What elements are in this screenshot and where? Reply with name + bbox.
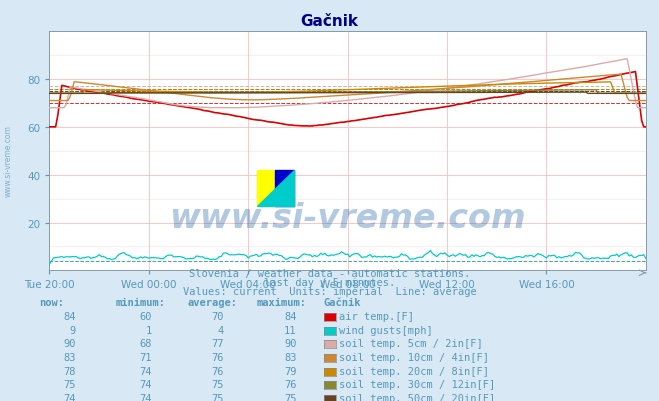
Text: 1: 1	[146, 325, 152, 335]
Text: soil temp. 30cm / 12in[F]: soil temp. 30cm / 12in[F]	[339, 379, 496, 389]
Text: Gačnik: Gačnik	[301, 14, 358, 29]
Text: wind gusts[mph]: wind gusts[mph]	[339, 325, 433, 335]
Bar	[275, 170, 294, 206]
Text: last day / 5 minutes.: last day / 5 minutes.	[264, 277, 395, 288]
Text: 60: 60	[139, 311, 152, 321]
Bar	[256, 170, 275, 206]
Text: www.si-vreme.com: www.si-vreme.com	[169, 202, 526, 235]
Text: 76: 76	[212, 352, 224, 362]
Text: 71: 71	[139, 352, 152, 362]
Text: soil temp. 5cm / 2in[F]: soil temp. 5cm / 2in[F]	[339, 338, 483, 348]
Text: 78: 78	[63, 366, 76, 376]
Text: 11: 11	[284, 325, 297, 335]
Text: soil temp. 20cm / 8in[F]: soil temp. 20cm / 8in[F]	[339, 366, 490, 376]
Text: 68: 68	[139, 338, 152, 348]
Polygon shape	[256, 170, 294, 206]
Text: 76: 76	[212, 366, 224, 376]
Text: 84: 84	[284, 311, 297, 321]
Text: 70: 70	[212, 311, 224, 321]
Text: 74: 74	[139, 379, 152, 389]
Text: 90: 90	[63, 338, 76, 348]
Text: 74: 74	[139, 366, 152, 376]
Text: Gačnik: Gačnik	[323, 298, 360, 308]
Text: 84: 84	[63, 311, 76, 321]
Text: Values: current  Units: imperial  Line: average: Values: current Units: imperial Line: av…	[183, 286, 476, 296]
Text: 76: 76	[284, 379, 297, 389]
Text: 77: 77	[212, 338, 224, 348]
Text: now:: now:	[40, 298, 65, 308]
Text: 83: 83	[284, 352, 297, 362]
Text: average:: average:	[188, 298, 238, 308]
Text: Slovenia / weather data - automatic stations.: Slovenia / weather data - automatic stat…	[189, 269, 470, 279]
Text: 79: 79	[284, 366, 297, 376]
Text: 74: 74	[63, 393, 76, 401]
Text: 74: 74	[139, 393, 152, 401]
Text: air temp.[F]: air temp.[F]	[339, 311, 415, 321]
Text: 83: 83	[63, 352, 76, 362]
Text: 75: 75	[284, 393, 297, 401]
Text: 75: 75	[212, 379, 224, 389]
Text: 4: 4	[218, 325, 224, 335]
Text: minimum:: minimum:	[115, 298, 165, 308]
Text: soil temp. 10cm / 4in[F]: soil temp. 10cm / 4in[F]	[339, 352, 490, 362]
Text: 90: 90	[284, 338, 297, 348]
Text: 75: 75	[63, 379, 76, 389]
Text: 9: 9	[70, 325, 76, 335]
Text: soil temp. 50cm / 20in[F]: soil temp. 50cm / 20in[F]	[339, 393, 496, 401]
Text: 75: 75	[212, 393, 224, 401]
Text: www.si-vreme.com: www.si-vreme.com	[3, 125, 13, 196]
Text: maximum:: maximum:	[257, 298, 307, 308]
